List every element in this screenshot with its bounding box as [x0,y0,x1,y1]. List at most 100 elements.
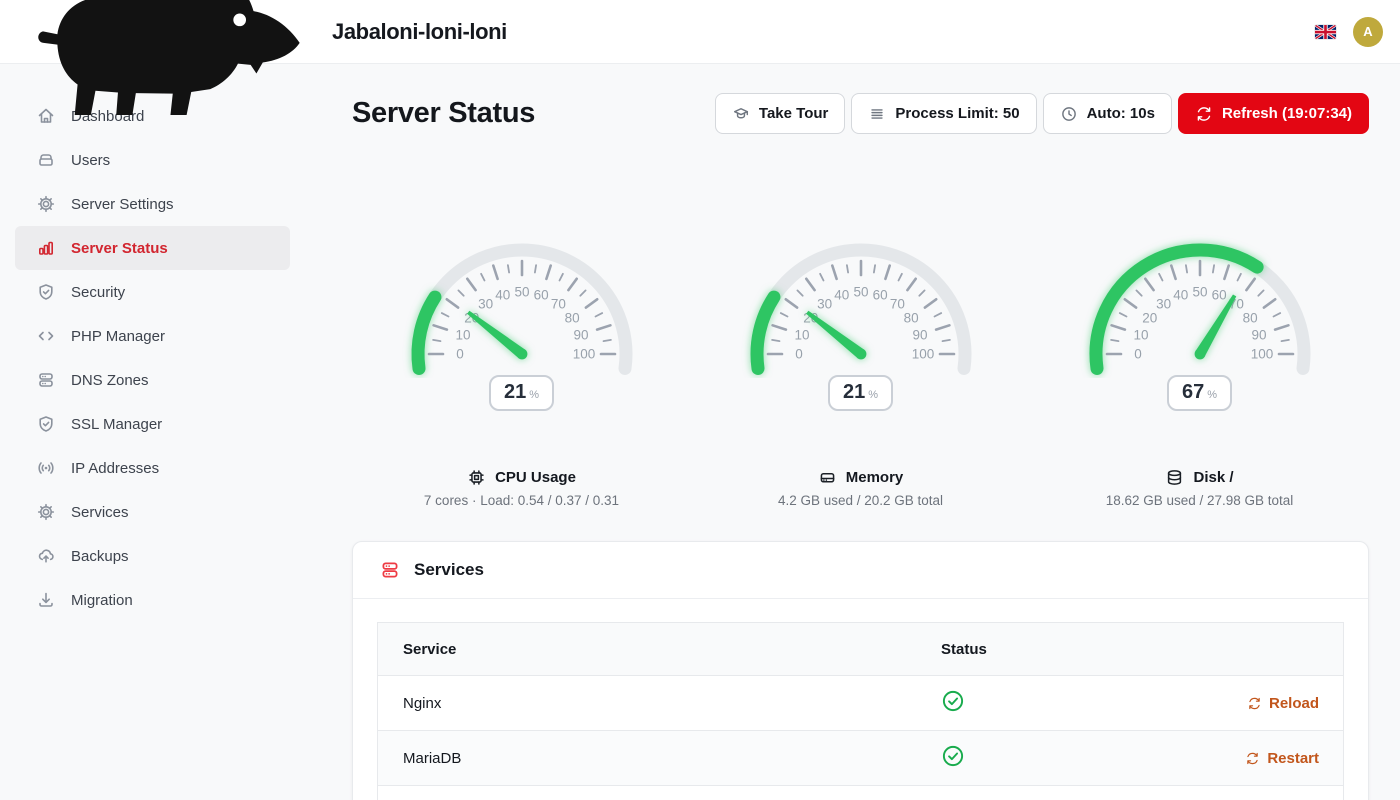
graduation-cap-icon [732,105,750,123]
sidebar-item-label: Server Status [71,239,168,257]
svg-text:50: 50 [1192,285,1207,300]
server-stack-icon [379,559,401,581]
svg-text:0: 0 [795,347,803,362]
clock-icon [1060,105,1078,123]
sidebar-item-users[interactable]: Users [15,138,290,182]
sidebar-item-services[interactable]: Services [15,490,290,534]
sidebar-item-label: Security [71,283,126,301]
svg-text:90: 90 [573,328,588,343]
table-row-nginx: Nginx Reload [378,675,1343,730]
button-label: Take Tour [758,105,829,122]
svg-text:100: 100 [572,347,595,362]
uk-flag-icon[interactable] [1315,24,1336,39]
download-icon [36,590,56,610]
svg-text:0: 0 [1134,347,1142,362]
sidebar-item-php-manager[interactable]: PHP Manager [15,314,290,358]
sidebar-item-label: Migration [71,591,133,609]
svg-text:10: 10 [1133,328,1148,343]
database-icon [1165,468,1184,487]
sidebar-nav: Dashboard Users Server Settings Server Stat… [0,94,305,622]
brand-name: Jabaloni-loni-loni [331,18,507,44]
gauge-value-pill: 67% [1166,375,1233,411]
svg-text:50: 50 [853,285,868,300]
brand[interactable]: Jabaloni-loni-loni [17,0,507,147]
gauge-unit: % [868,389,879,401]
take-tour-button[interactable]: Take Tour [714,93,846,134]
sidebar-item-label: Users [71,151,111,169]
svg-text:80: 80 [903,310,918,325]
svg-text:60: 60 [1211,288,1226,303]
svg-text:50: 50 [514,285,529,300]
gauge-caption: CPU Usage [467,468,576,487]
cpu-icon [467,468,486,487]
table-header-row: Service Status [378,623,1343,675]
gauge-caption: Disk / [1165,468,1234,487]
svg-text:30: 30 [478,297,493,312]
svg-text:40: 40 [834,288,849,303]
services-title: Services [414,560,484,579]
reload-action-link[interactable]: Reload [1247,695,1319,712]
svg-text:60: 60 [872,288,887,303]
sidebar-item-ip-addresses[interactable]: IP Addresses [15,446,290,490]
gauge-unit: % [1207,389,1218,401]
svg-text:60: 60 [533,288,548,303]
gauge-caption: Memory [818,468,904,487]
svg-text:100: 100 [911,347,934,362]
gear-icon [36,502,56,522]
auto-10s-button[interactable]: Auto: 10s [1042,93,1172,134]
app-header: Jabaloni-loni-loni A [0,0,1400,116]
svg-text:0: 0 [456,347,464,362]
gauge-unit: % [529,389,540,401]
column-header-service: Service [403,640,457,658]
gauge-needle [1194,294,1236,360]
services-table: Service Status Nginx Reload MariaDB Restart [377,622,1344,800]
restart-action-link[interactable]: Restart [1245,750,1319,767]
avatar[interactable]: A [1353,16,1383,47]
refresh-button[interactable]: Refresh (19:07:34) [1177,93,1369,134]
sidebar-item-dns-zones[interactable]: DNS Zones [15,358,290,402]
boar-logo-icon [17,0,317,147]
gear-icon [36,194,56,214]
column-header-status: Status [941,640,987,658]
sidebar-item-server-status[interactable]: Server Status [15,226,290,270]
button-label: Auto: 10s [1086,105,1155,122]
svg-text:90: 90 [1251,328,1266,343]
gauge-value: 21 [842,381,866,403]
sidebar-item-label: Server Settings [71,195,174,213]
action-label: Reload [1268,694,1319,712]
sidebar-item-label: Services [71,503,129,521]
sidebar-item-server-settings[interactable]: Server Settings [15,182,290,226]
hard-drive-icon [818,468,837,487]
svg-text:40: 40 [495,288,510,303]
sidebar-item-label: PHP Manager [71,327,165,345]
toolbar: Take Tour Process Limit: 50 Auto: 10s Refre… [714,93,1369,134]
check-circle-icon [941,689,965,713]
sidebar-item-security[interactable]: Security [15,270,290,314]
sidebar-item-migration[interactable]: Migration [15,578,290,622]
services-card-body: Service Status Nginx Reload MariaDB Restart [353,599,1368,800]
gauge-needle [805,310,866,360]
broadcast-icon [36,458,56,478]
main-content: Server Status Take Tour Process Limit: 50… [305,64,1400,800]
sidebar-item-ssl-manager[interactable]: SSL Manager [15,402,290,446]
process-limit-50-button[interactable]: Process Limit: 50 [851,93,1037,134]
header-actions: A [1315,16,1383,47]
table-rows: Nginx Reload MariaDB Restart [378,675,1343,800]
svg-text:70: 70 [889,297,904,312]
sidebar-item-label: SSL Manager [71,415,163,433]
page-title: Server Status [352,97,536,129]
svg-text:10: 10 [794,328,809,343]
gauge-subtitle: 7 cores · Load: 0.54 / 0.37 / 0.31 [423,493,620,508]
button-label: Process Limit: 50 [895,105,1020,122]
gauge-title: Memory [845,469,904,486]
shield-check-icon [36,414,56,434]
gauge-title: Disk / [1193,469,1234,486]
sidebar-item-backups[interactable]: Backups [15,534,290,578]
gauge-needle [466,310,527,360]
svg-text:70: 70 [550,297,565,312]
